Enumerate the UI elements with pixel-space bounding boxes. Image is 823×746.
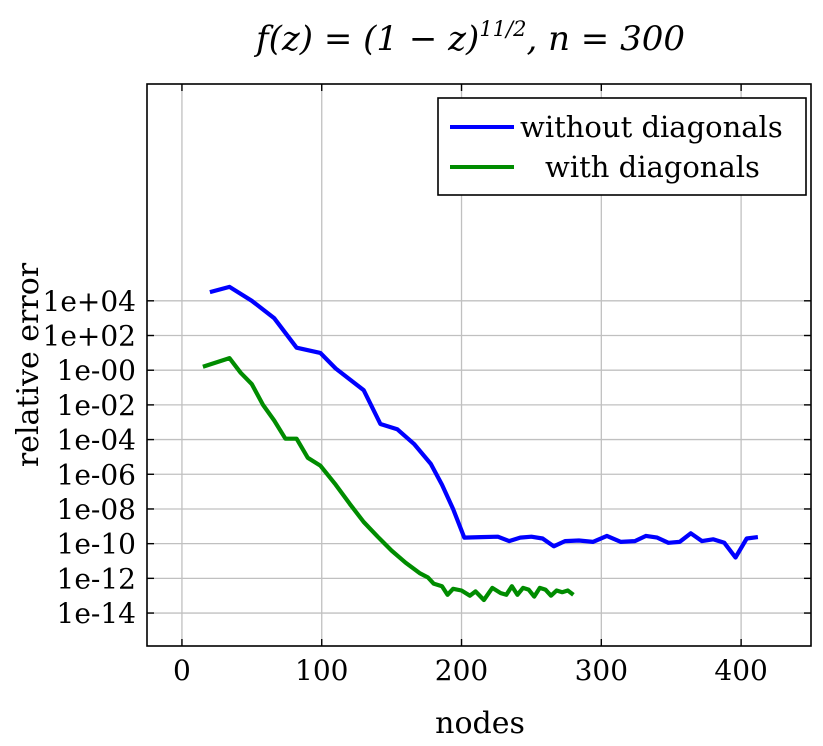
y-tick-label: 1e+04 — [43, 285, 136, 318]
chart-title: f(z) = (1 − z)11/2, n = 300 — [253, 17, 685, 59]
y-tick-label: 1e-00 — [57, 354, 136, 387]
y-tick-label: 1e-14 — [57, 597, 136, 630]
x-tick-label: 300 — [575, 654, 628, 687]
title-rhs: , n = 300 — [526, 19, 685, 59]
y-tick-label: 1e+02 — [43, 320, 136, 353]
x-tick-label: 100 — [295, 654, 348, 687]
legend: without diagonals with diagonals — [437, 97, 807, 196]
legend-box — [437, 97, 807, 196]
y-tick-label: 1e-06 — [57, 458, 136, 491]
plot-frame — [146, 83, 812, 647]
x-tick-label: 200 — [435, 654, 488, 687]
y-tick-label: 1e-12 — [57, 562, 136, 595]
legend-label-with-diagonals: with diagonals — [545, 150, 760, 184]
y-tick-label: 1e-02 — [57, 389, 136, 422]
series-lines — [202, 284, 759, 603]
axis-ticks: 0 100 200 300 4001e+041e+021e-001e-021e-041e… — [43, 84, 811, 687]
x-tick-label: 400 — [714, 654, 767, 687]
x-tick-label: 0 — [173, 654, 191, 687]
y-tick-label: 1e-10 — [57, 528, 136, 561]
y-tick-label: 1e-04 — [57, 424, 136, 457]
title-exponent: 11/2 — [479, 17, 526, 41]
x-axis-label: nodes — [435, 706, 525, 741]
y-tick-label: 1e-08 — [57, 493, 136, 526]
series-line-with-diagonals — [202, 356, 575, 603]
y-axis-label: relative error — [11, 262, 46, 467]
series-line-without-diagonals — [209, 284, 759, 560]
grid — [147, 84, 811, 646]
legend-label-without-diagonals: without diagonals — [520, 110, 783, 144]
title-lhs: f(z) = (1 − z) — [253, 19, 479, 59]
